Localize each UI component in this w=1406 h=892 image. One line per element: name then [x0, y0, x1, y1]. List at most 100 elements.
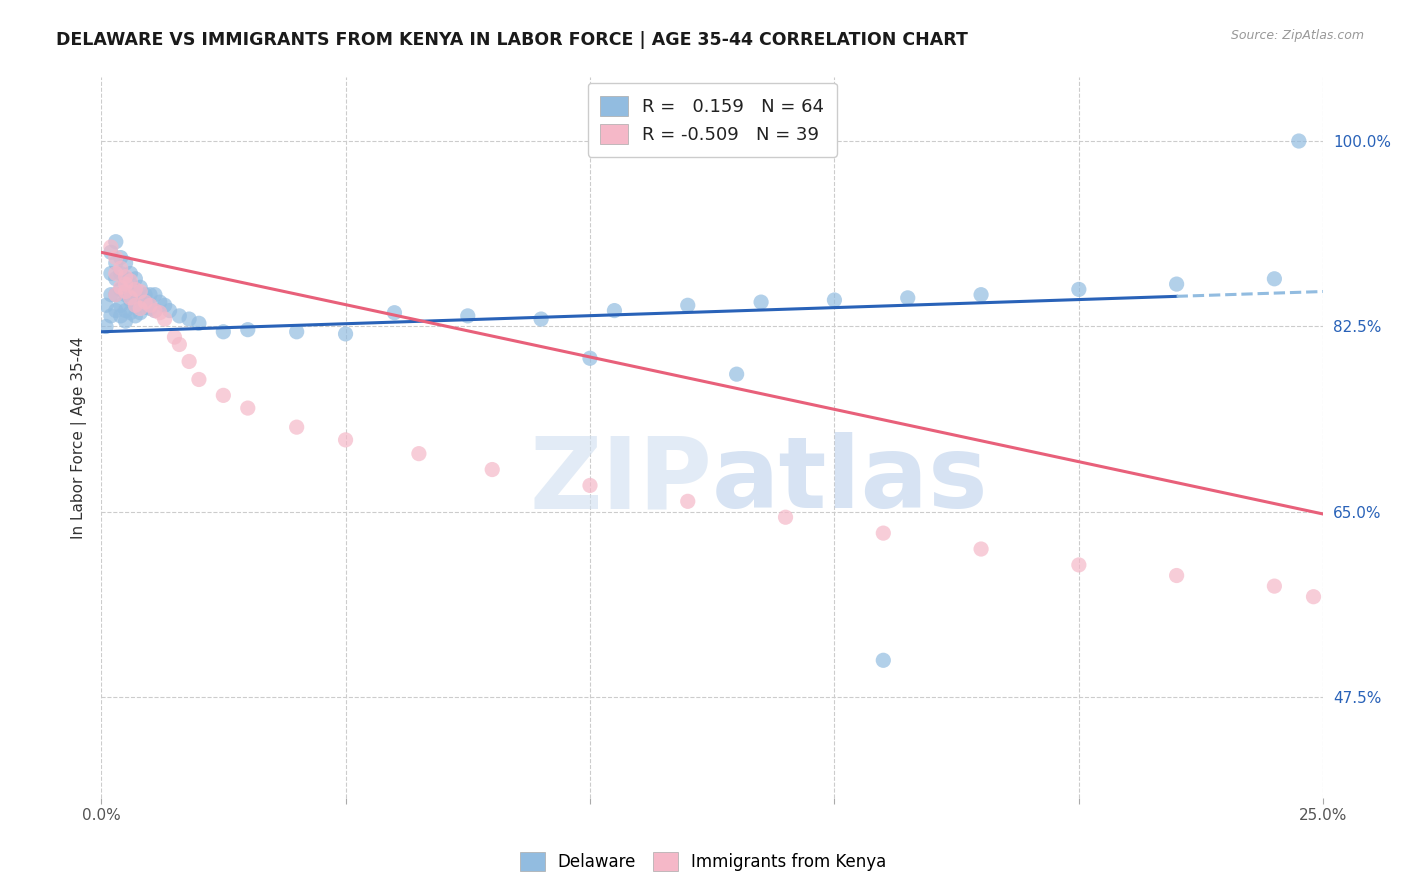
Point [149, 306, 172, 320]
Point [104, 287, 127, 301]
Point [129, 306, 152, 320]
Point [149, 295, 172, 310]
Point [129, 301, 152, 316]
Point [212, 325, 235, 339]
Point [124, 272, 146, 286]
Point [1263, 272, 1285, 286]
Point [120, 291, 142, 305]
Point [110, 267, 132, 281]
Point [143, 303, 166, 318]
Point [129, 280, 152, 294]
Point [124, 309, 146, 323]
Point [94, 298, 117, 312]
Point [335, 433, 357, 447]
Point [104, 303, 127, 318]
Point [179, 354, 201, 368]
Point [100, 245, 122, 260]
Point [100, 267, 122, 281]
Point [212, 388, 235, 402]
Text: atlas: atlas [713, 433, 988, 530]
Point [114, 285, 136, 299]
Point [872, 526, 894, 541]
Text: Source: ZipAtlas.com: Source: ZipAtlas.com [1230, 29, 1364, 42]
Point [110, 309, 132, 323]
Point [530, 312, 553, 326]
Text: DELAWARE VS IMMIGRANTS FROM KENYA IN LABOR FORCE | AGE 35-44 CORRELATION CHART: DELAWARE VS IMMIGRANTS FROM KENYA IN LAB… [56, 31, 969, 49]
Y-axis label: In Labor Force | Age 35-44: In Labor Force | Age 35-44 [72, 336, 87, 539]
Point [236, 323, 259, 337]
Point [134, 301, 156, 315]
Point [676, 298, 699, 312]
Point [143, 287, 166, 301]
Point [163, 330, 186, 344]
Point [134, 295, 156, 310]
Point [285, 420, 308, 434]
Point [897, 291, 920, 305]
Point [187, 372, 209, 386]
Point [481, 462, 503, 476]
Point [104, 251, 127, 265]
Point [110, 280, 132, 294]
Point [104, 256, 127, 270]
Point [134, 287, 156, 301]
Point [110, 261, 132, 276]
Point [408, 447, 430, 461]
Point [120, 267, 142, 281]
Point [970, 287, 993, 301]
Point [124, 298, 146, 312]
Point [335, 326, 357, 341]
Point [179, 312, 201, 326]
Point [120, 293, 142, 307]
Point [114, 256, 136, 270]
Point [236, 401, 259, 415]
Point [114, 287, 136, 301]
Point [124, 282, 146, 296]
Point [94, 319, 117, 334]
Point [872, 653, 894, 667]
Point [124, 298, 146, 312]
Point [775, 510, 797, 524]
Point [104, 272, 127, 286]
Point [1302, 590, 1324, 604]
Point [153, 298, 176, 312]
Point [114, 303, 136, 318]
Point [120, 277, 142, 291]
Point [1166, 277, 1188, 291]
Point [114, 269, 136, 284]
Point [187, 316, 209, 330]
Point [603, 303, 626, 318]
Point [139, 298, 162, 312]
Point [124, 285, 146, 299]
Point [159, 303, 181, 318]
Point [169, 337, 191, 351]
Point [100, 240, 122, 254]
Point [1288, 134, 1310, 148]
Point [749, 295, 772, 310]
Point [139, 287, 162, 301]
Point [1166, 568, 1188, 582]
Point [139, 301, 162, 316]
Legend: Delaware, Immigrants from Kenya: Delaware, Immigrants from Kenya [512, 843, 894, 880]
Text: ZIP: ZIP [529, 433, 713, 530]
Point [823, 293, 845, 307]
Point [384, 306, 406, 320]
Point [579, 351, 602, 366]
Point [120, 306, 142, 320]
Point [120, 274, 142, 288]
Point [110, 298, 132, 312]
Point [100, 309, 122, 323]
Point [457, 309, 479, 323]
Point [104, 287, 127, 301]
Point [110, 251, 132, 265]
Point [114, 277, 136, 291]
Point [1067, 282, 1090, 296]
Point [725, 367, 748, 381]
Point [114, 272, 136, 286]
Point [970, 541, 993, 556]
Point [129, 285, 152, 299]
Point [114, 314, 136, 328]
Point [143, 303, 166, 318]
Point [1263, 579, 1285, 593]
Point [153, 312, 176, 326]
Point [676, 494, 699, 508]
